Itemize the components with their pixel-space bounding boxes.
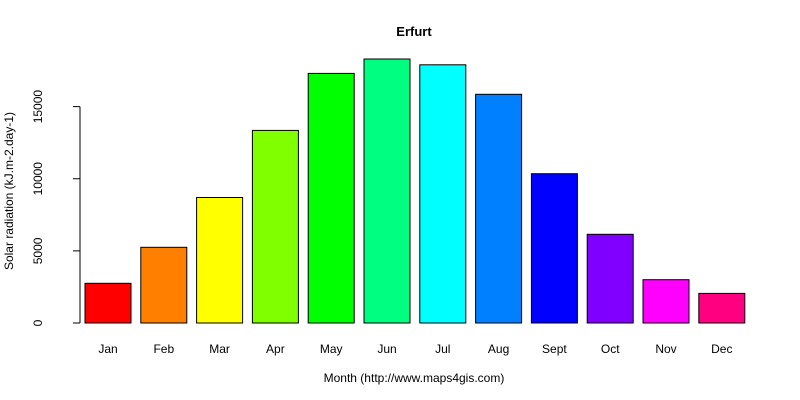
x-tick-label: May: [320, 342, 343, 356]
x-tick-label: Aug: [488, 342, 509, 356]
bar-mar: [196, 197, 244, 324]
bar-feb: [140, 246, 188, 324]
y-tick-label: 10000: [31, 162, 45, 196]
x-tick-label: Feb: [153, 342, 174, 356]
bar-aug: [475, 93, 523, 324]
x-tick-label: Nov: [655, 342, 676, 356]
bar-nov: [642, 279, 690, 324]
x-tick-label: Sept: [542, 342, 567, 356]
x-tick-label: Apr: [266, 342, 285, 356]
x-tick-labels: Jan Feb Mar Apr May Jun Jul Aug Sept Oct Nov Dec: [98, 342, 732, 356]
x-tick-label: Mar: [209, 342, 230, 356]
y-axis-label: Solar radiation (kJ.m-2.day-1): [2, 112, 16, 270]
y-tick-label: 5000: [31, 237, 45, 264]
bar-may: [307, 72, 355, 324]
bar-jan: [84, 282, 132, 324]
x-tick-label: Oct: [601, 342, 620, 356]
bar-sept: [530, 173, 578, 324]
bar-dec: [698, 292, 746, 324]
x-tick-label: Jan: [98, 342, 117, 356]
bars: [84, 58, 746, 324]
x-tick-label: Dec: [711, 342, 732, 356]
chart-title: Erfurt: [396, 24, 432, 39]
bar-apr: [251, 129, 299, 324]
y-axis: 0 5000 10000 15000: [31, 90, 81, 326]
x-tick-label: Jul: [435, 342, 450, 356]
x-axis-label: Month (http://www.maps4gis.com): [324, 371, 505, 385]
y-tick-label: 0: [31, 319, 45, 326]
bar-oct: [586, 233, 634, 324]
y-tick-label: 15000: [31, 90, 45, 124]
bar-jul: [419, 64, 467, 324]
bar-jun: [363, 58, 411, 324]
x-tick-label: Jun: [377, 342, 396, 356]
